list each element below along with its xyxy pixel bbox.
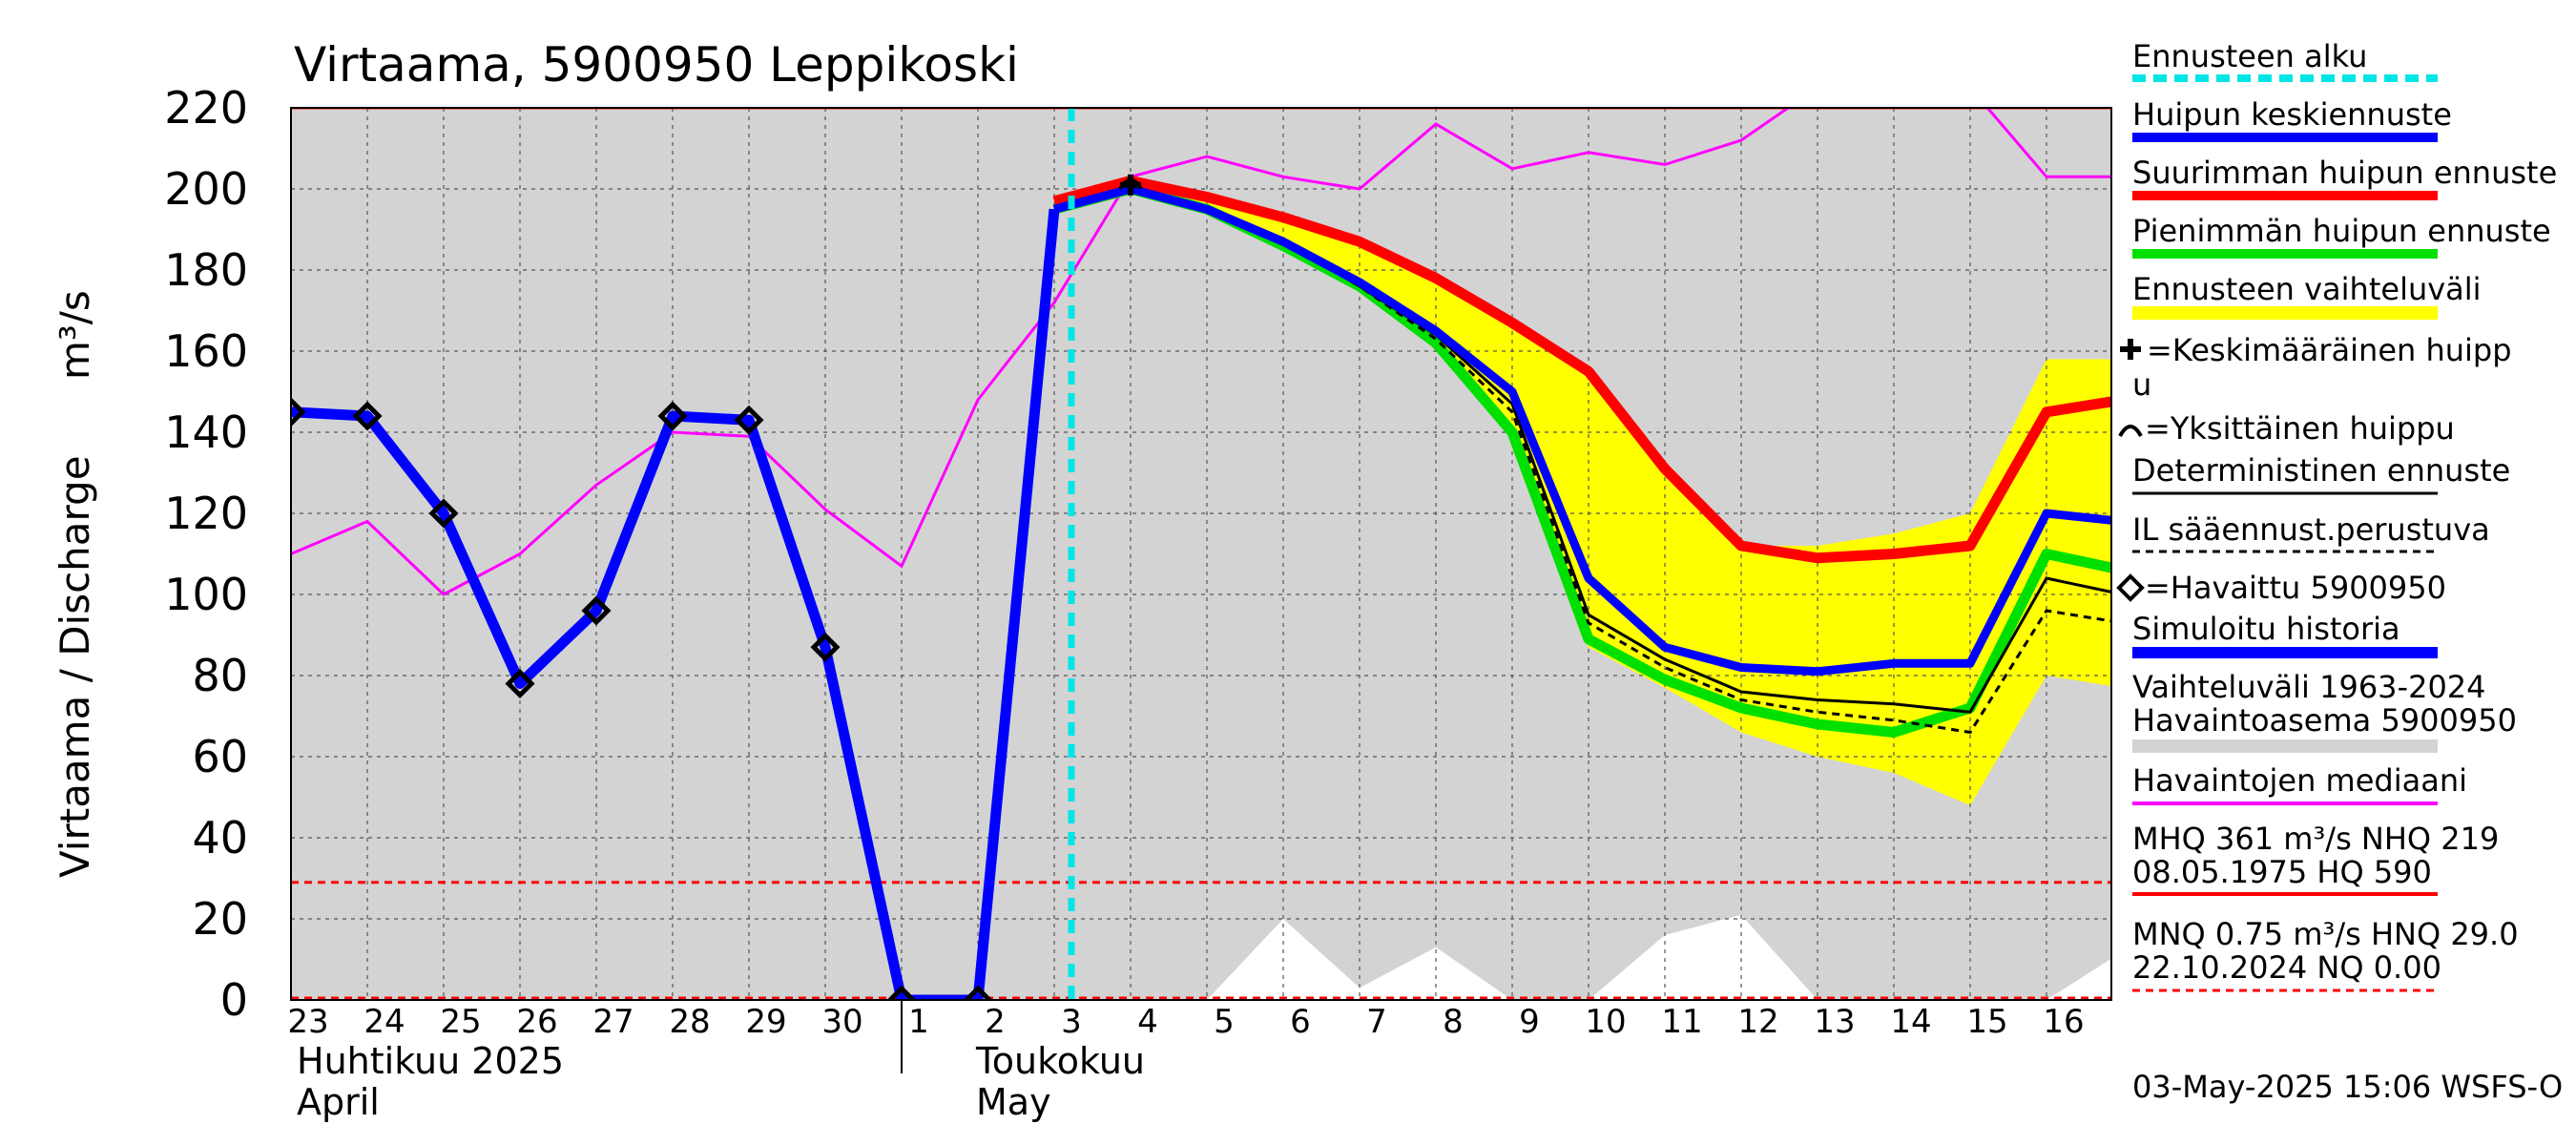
arc-marker-icon: [2118, 425, 2143, 438]
forecast-range-band: [1054, 180, 2111, 805]
plot-frame: [290, 107, 2112, 1001]
timestamp: 03-May-2025 15:06 WSFS-O: [2132, 1069, 2563, 1105]
series-max-peak-line: [1052, 176, 2111, 564]
series-mean-peak-line: [1052, 184, 2111, 677]
y-tick-label: 20: [192, 893, 248, 945]
x-tick-label: 30: [821, 1003, 862, 1041]
x-tick-label: 5: [1214, 1003, 1235, 1041]
plus-marker-icon: [2120, 339, 2141, 360]
y-tick-label: 180: [164, 244, 248, 296]
x-tick-label: 29: [745, 1003, 786, 1041]
diamond-marker-icon: [2116, 573, 2145, 602]
x-tick-label: 6: [1290, 1003, 1311, 1041]
observed-point: [352, 401, 383, 431]
x-tick-label: 2: [985, 1003, 1006, 1041]
legend-mean-peak-label: Huipun keskiennuste: [2132, 96, 2452, 133]
y-tick-label: 100: [164, 569, 248, 620]
observed-point: [657, 401, 688, 431]
forecast-series: [1052, 176, 2111, 738]
series-il-weather-line: [1053, 187, 2111, 735]
legend-median-label: Havaintojen mediaani: [2132, 762, 2467, 799]
x-tick-label: 1: [908, 1003, 929, 1041]
x-tick-label: 28: [669, 1003, 710, 1041]
legend-il-weather-label: IL sääennust.perustuva: [2132, 511, 2490, 548]
legend-single-peak-label: =Yksittäinen huippu: [2145, 410, 2455, 447]
x-tick-label: 10: [1585, 1003, 1626, 1041]
legend-mhq-date-label: 08.05.1975 HQ 590: [2132, 854, 2432, 890]
y-axis-unit: m³/s: [52, 290, 98, 380]
month-label-may-en: May: [976, 1081, 1051, 1123]
observed-point: [963, 985, 993, 1000]
x-tick-label: 27: [592, 1003, 634, 1041]
forecast-range-area: [1054, 180, 2111, 805]
legend-forecast-start-label: Ennusteen alku: [2132, 38, 2367, 74]
legend-forecast-range-label: Ennusteen vaihteluväli: [2132, 271, 2482, 307]
median-series: [291, 108, 2111, 596]
legend-mnq-label: MNQ 0.75 m³/s HNQ 29.0: [2132, 916, 2519, 952]
legend-mhq-label: MHQ 361 m³/s NHQ 219: [2132, 821, 2499, 857]
legend-range-label-station: Havaintoasema 5900950: [2132, 702, 2517, 739]
observed-point: [810, 632, 841, 662]
y-tick-label: 60: [192, 731, 248, 782]
legend-mean-peak-marker-label: =Keskimääräinen huipp: [2147, 332, 2512, 368]
month-label-april-en: April: [297, 1081, 380, 1123]
y-axis-label: Virtaama / Discharge: [52, 455, 98, 878]
historic-range-gap: [291, 914, 2111, 1000]
y-tick-label: 80: [192, 650, 248, 701]
observed-point: [291, 397, 306, 427]
y-tick-label: 200: [164, 163, 248, 215]
y-tick-labels: 0 20 40 60 80 100 120 140 160 180 200 220: [164, 82, 248, 1026]
x-tick-label: 23: [287, 1003, 328, 1041]
y-tick-label: 140: [164, 406, 248, 458]
legend-range-label: Vaihteluväli 1963-2024: [2132, 669, 2486, 705]
reference-lines: [291, 108, 2111, 1000]
x-tick-label: 15: [1966, 1003, 2007, 1041]
legend-deterministic-label: Deterministinen ennuste: [2132, 452, 2510, 489]
y-tick-label: 0: [220, 974, 248, 1026]
x-tick-label: 24: [364, 1003, 405, 1041]
x-tick-label: 3: [1061, 1003, 1082, 1041]
x-tick-labels: 23 24 25 26 27 28 29 30 1 2 3 4 5 6 7 8 9 10 11 12 13 14 15 16: [287, 1003, 2084, 1041]
x-tick-label: 16: [2043, 1003, 2084, 1041]
chart-title: Virtaama, 5900950 Leppikoski: [294, 37, 1019, 93]
x-tick-label: 9: [1519, 1003, 1540, 1041]
legend-simulated-label: Simuloitu historia: [2132, 611, 2400, 647]
observed-point: [428, 498, 459, 529]
y-tick-label: 40: [192, 812, 248, 864]
series-simulated-line: [291, 208, 1060, 1000]
series-median-line: [291, 108, 2111, 596]
x-tick-label: 14: [1890, 1003, 1931, 1041]
x-tick-label: 25: [440, 1003, 481, 1041]
historic-range-lower-gap: [291, 914, 2111, 1000]
observed-point: [734, 405, 764, 435]
y-tick-label: 220: [164, 82, 248, 134]
legend-max-peak-label: Suurimman huipun ennuste: [2132, 155, 2557, 191]
observed-point: [581, 595, 612, 626]
y-tick-label: 120: [164, 488, 248, 539]
legend-mean-peak-marker-label-cont: u: [2132, 366, 2151, 403]
observed-point: [505, 668, 535, 699]
x-tick-label: 4: [1137, 1003, 1158, 1041]
legend-observed-label: =Havaittu 5900950: [2145, 570, 2446, 606]
x-tick-label: 7: [1366, 1003, 1387, 1041]
x-tick-label: 13: [1814, 1003, 1855, 1041]
observed-series: [291, 174, 1143, 1000]
x-tick-label: 26: [516, 1003, 557, 1041]
x-tick-label: 8: [1443, 1003, 1464, 1041]
x-tick-label: 11: [1661, 1003, 1702, 1041]
x-tick-label: 12: [1737, 1003, 1778, 1041]
month-label-april-fi: Huhtikuu 2025: [297, 1040, 564, 1082]
y-tick-label: 160: [164, 325, 248, 377]
legend-mnq-date-label: 22.10.2024 NQ 0.00: [2132, 949, 2441, 986]
observed-point: [886, 985, 917, 1000]
legend-min-peak-label: Pienimmän huipun ennuste: [2132, 213, 2551, 249]
legend: Ennusteen alku Huipun keskiennuste Suuri…: [2116, 38, 2557, 992]
single-peak-marker: [1118, 177, 1143, 190]
month-label-may-fi: Toukokuu: [975, 1040, 1145, 1082]
